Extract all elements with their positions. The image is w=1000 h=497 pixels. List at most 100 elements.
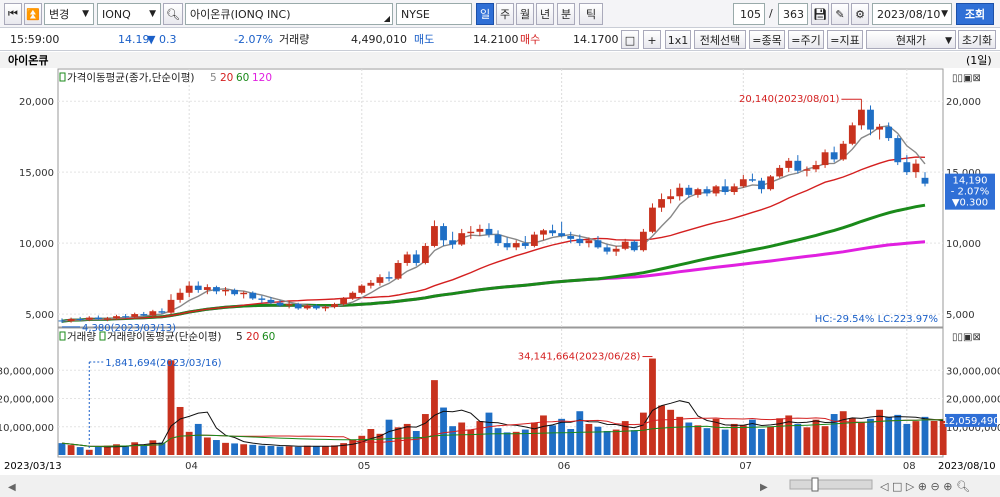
- quote-price: 14.19: [118, 33, 150, 46]
- volume-bar: [712, 418, 720, 455]
- zoom-handle[interactable]: [811, 477, 819, 492]
- period-tab-day[interactable]: 일: [476, 3, 494, 25]
- nav-control-icons[interactable]: ◁ □ ▷ ⊕ ⊖ ⊕ 🔍︎: [880, 480, 970, 493]
- candle-body: [213, 287, 220, 292]
- candle-body: [276, 302, 284, 306]
- candle-body: [203, 287, 211, 290]
- volume-bar: [303, 445, 311, 455]
- page-total-field: 363: [778, 3, 808, 25]
- candle-body: [730, 186, 738, 193]
- volume-bar: [758, 429, 765, 455]
- first-page-button[interactable]: ⏮: [4, 3, 22, 25]
- period-tab-tick[interactable]: 틱: [579, 3, 603, 25]
- quote-change: ▼ 0.3: [147, 33, 177, 46]
- candle-body: [830, 152, 838, 160]
- candle-body: [848, 125, 856, 144]
- pencil-icon[interactable]: ✎: [831, 3, 849, 25]
- price-legend-title: 가격이동평균(종가,단순이평): [67, 71, 194, 84]
- price-ma-5-line: [61, 125, 926, 322]
- scroll-right-arrow[interactable]: ▶: [760, 482, 768, 493]
- scroll-left-arrow[interactable]: ◀: [8, 482, 16, 493]
- volume-high-annotation: 34,141,664(2023/06/28): [518, 352, 641, 363]
- period-tab-month[interactable]: 월: [516, 3, 534, 25]
- candle-body: [630, 241, 638, 251]
- candle-body: [494, 234, 502, 244]
- candle-body: [621, 241, 629, 249]
- candle-body: [658, 199, 665, 208]
- vma60-label: 60: [262, 331, 275, 343]
- candle-body: [649, 207, 656, 232]
- volume-bar: [676, 416, 684, 455]
- volume-bar: [858, 422, 865, 455]
- candle-body: [322, 306, 329, 309]
- square-toggle-button[interactable]: □: [621, 30, 639, 49]
- volume-bar: [58, 443, 66, 455]
- candle-body: [58, 320, 66, 322]
- pane-control-icon[interactable]: ▯▯▣⊠: [952, 332, 981, 343]
- select-all-button[interactable]: 전체선택: [694, 30, 746, 49]
- change-select[interactable]: 변경 ▼: [44, 3, 94, 25]
- cycle-button[interactable]: =주기: [788, 30, 824, 49]
- item-button[interactable]: =종목: [749, 30, 785, 49]
- volume-bar: [767, 426, 774, 455]
- ticker-input[interactable]: IONQ ▼: [97, 3, 161, 25]
- current-price-select[interactable]: 현재가 ▼: [866, 30, 956, 49]
- bid-value: 14.1700: [573, 33, 619, 46]
- volume-bar: [667, 409, 675, 455]
- candle-body: [376, 277, 384, 283]
- candle-body: [558, 233, 566, 237]
- volume-bar: [385, 419, 393, 455]
- candle-body: [431, 226, 438, 246]
- save-icon[interactable]: 💾︎: [811, 3, 829, 25]
- ratio-button[interactable]: 1x1: [665, 30, 691, 49]
- search-button[interactable]: 🔍︎: [163, 3, 183, 25]
- candle-body: [858, 109, 865, 126]
- candle-body: [94, 317, 102, 320]
- zoom-slider[interactable]: [789, 479, 873, 490]
- page-current-input[interactable]: 105: [733, 3, 765, 25]
- volume-bar: [294, 446, 302, 455]
- volume-bar: [431, 380, 438, 455]
- volume-bar: [494, 428, 502, 455]
- candle-body: [331, 304, 338, 307]
- pane-control-icon[interactable]: ▯▯▣⊠: [952, 73, 981, 84]
- volume-bar: [649, 358, 656, 455]
- month-tick-label: 05: [358, 461, 371, 472]
- candle-body: [85, 317, 93, 320]
- period-tab-year[interactable]: 년: [536, 3, 554, 25]
- volume-bar: [558, 418, 566, 455]
- legend-checkbox-icon[interactable]: [99, 331, 106, 341]
- settings-icon[interactable]: ⚙: [851, 3, 869, 25]
- query-button[interactable]: 조회: [956, 3, 994, 25]
- volume-axis-tick-right: 20,000,000: [946, 395, 1000, 406]
- up-page-button[interactable]: ⏫: [24, 3, 42, 25]
- period-tab-minute[interactable]: 분: [557, 3, 575, 25]
- plus-button[interactable]: +: [643, 30, 661, 49]
- volume-axis-tick-left: 10,000,000: [0, 423, 54, 434]
- candle-body: [885, 126, 893, 139]
- legend-checkbox-icon[interactable]: [59, 331, 66, 341]
- candle-body: [294, 304, 302, 309]
- price-legend: 가격이동평균(종가,단순이평) 5 20 60 120: [59, 71, 272, 84]
- period-tab-week[interactable]: 주: [496, 3, 514, 25]
- candle-body: [585, 240, 593, 244]
- hc-lc-annotation: HC:-29.54% LC:223.97%: [815, 314, 938, 325]
- volume-bar: [621, 421, 629, 455]
- volume-ma-5-line: [61, 400, 944, 448]
- candle-body: [240, 292, 248, 295]
- indicator-button[interactable]: =지표: [827, 30, 863, 49]
- candle-body: [812, 165, 820, 170]
- candle-body: [712, 186, 720, 194]
- candle-body: [358, 285, 366, 293]
- reset-button[interactable]: 초기화: [958, 30, 996, 49]
- legend-checkbox-icon[interactable]: [59, 72, 66, 82]
- volume-bar: [794, 423, 802, 455]
- date-input[interactable]: 2023/08/10 ▼: [872, 3, 952, 25]
- candle-body: [521, 243, 529, 246]
- price-volume-chart[interactable]: 아이온큐 (1일) 20,00020,00015,00015,00010,000…: [0, 52, 1000, 497]
- price-axis-tick-right: 20,000: [946, 97, 981, 108]
- volume-bar: [440, 407, 447, 455]
- volume-bar: [331, 445, 338, 455]
- scrollbar[interactable]: ◀ ▶ ◁ □ ▷ ⊕ ⊖ ⊕ 🔍︎: [0, 475, 1000, 497]
- volume-bar: [903, 423, 911, 455]
